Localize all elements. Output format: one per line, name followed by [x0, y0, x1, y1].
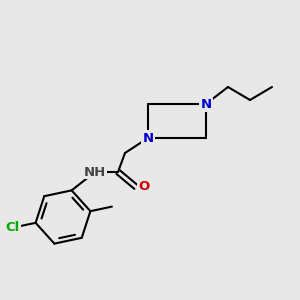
Text: Cl: Cl [5, 221, 19, 234]
Text: N: N [142, 131, 154, 145]
Text: NH: NH [84, 166, 106, 178]
Text: N: N [200, 98, 211, 110]
Text: O: O [138, 181, 149, 194]
